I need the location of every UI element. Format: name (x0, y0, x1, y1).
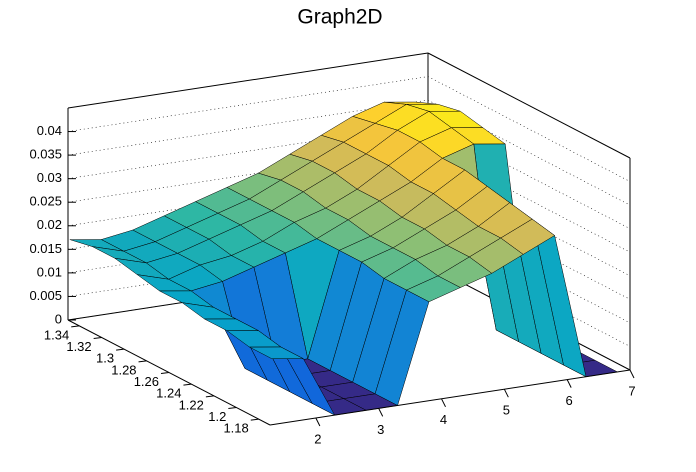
y-tick (205, 395, 214, 398)
y-tick-label: 1.24 (156, 386, 181, 401)
y-tick (228, 407, 237, 409)
x-tick-label: 4 (440, 412, 447, 427)
y-tick (138, 360, 147, 363)
x-tick (566, 379, 572, 388)
y-tick (116, 348, 125, 351)
x-tick (441, 398, 446, 408)
y-tick-label: 1.34 (44, 327, 69, 342)
surface-cell (249, 346, 304, 360)
z-tick-label: 0.035 (29, 147, 62, 162)
y-tick (93, 337, 102, 339)
z-tick-label: 0.025 (29, 194, 62, 209)
x-tick (629, 369, 635, 379)
y-tick-label: 1.3 (96, 351, 114, 366)
x-tick-label: 5 (503, 403, 510, 418)
box-edge (67, 52, 429, 109)
z-tick-label: 0.04 (37, 123, 62, 138)
y-tick-label: 1.26 (134, 374, 159, 389)
y-tick (183, 383, 192, 386)
x-tick-label: 7 (628, 383, 635, 398)
x-tick (503, 388, 509, 398)
x-tick-label: 2 (314, 431, 321, 446)
z-tick-label: 0.005 (29, 288, 62, 303)
x-tick (315, 417, 321, 427)
y-tick-label: 1.28 (111, 362, 136, 377)
z-tick-label: 0.02 (37, 217, 62, 232)
grid-line (67, 99, 631, 206)
box-edge (427, 52, 631, 159)
x-axis (269, 369, 631, 426)
z-tick-label: 0.01 (37, 264, 62, 279)
y-tick-label: 1.18 (223, 421, 248, 436)
z-tick-label: 0 (55, 311, 62, 326)
x-tick (378, 408, 384, 417)
y-tick-label: 1.22 (179, 397, 204, 412)
y-tick (250, 418, 259, 421)
y-tick-label: 1.32 (66, 339, 91, 354)
y-tick (160, 372, 170, 374)
x-tick-label: 6 (566, 393, 573, 408)
grid-line (67, 76, 631, 182)
z-tick-label: 0.03 (37, 170, 62, 185)
z-tick-label: 0.015 (29, 241, 62, 256)
x-tick-label: 3 (377, 422, 384, 437)
chart-title: Graph2D (297, 6, 382, 29)
y-tick-label: 1.2 (208, 409, 226, 424)
y-tick (71, 325, 80, 328)
